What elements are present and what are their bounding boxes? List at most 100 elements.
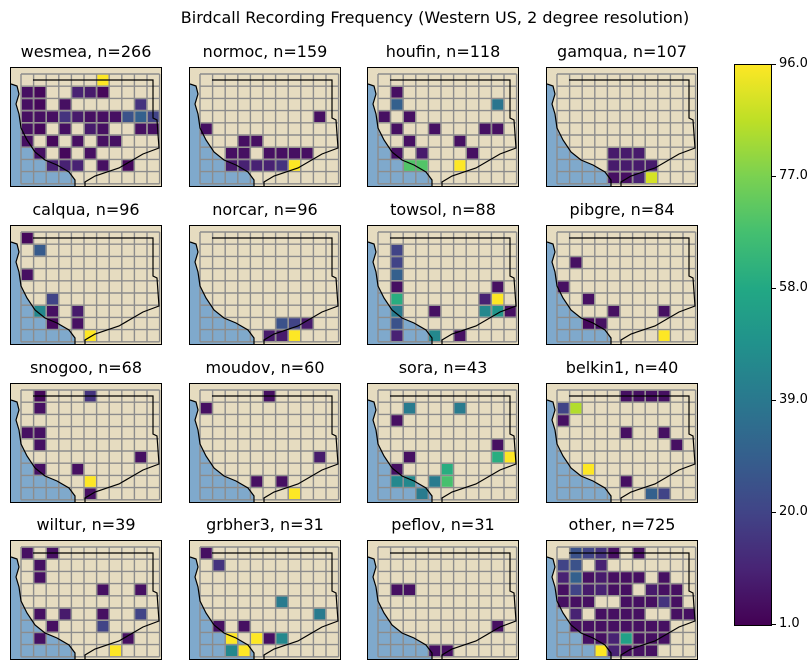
heatmap-cell [72,160,84,171]
colorbar-tick-label: 96.0 [779,56,808,71]
heatmap-cell [658,572,670,583]
coastline [547,83,612,186]
region-border [390,237,517,344]
region-border [33,552,160,659]
grid-lines [556,231,697,343]
heatmap-cell [570,596,582,608]
colorbar [734,64,772,626]
colorbar-tick-label: 1.0 [779,616,800,631]
heatmap-cell [620,608,632,620]
heatmap-cell [97,87,109,98]
heatmap-cell [429,476,441,487]
region-border [569,79,696,186]
heatmap-cell [289,488,300,499]
heatmap-cell [226,148,237,159]
land-area [368,541,518,659]
heatmap-cell [135,584,147,595]
heatmap-cell [34,633,46,644]
heatmap-cell [276,476,288,487]
heatmap-cell [59,99,71,110]
colorbar-tick-mark [771,400,776,401]
heatmap-cell [59,111,71,122]
land-area [190,384,340,502]
map-panel [546,540,698,660]
grid-lines [377,231,518,343]
map-panel [367,67,519,187]
region-border [212,79,339,186]
heatmap-cell [620,148,632,159]
heatmap-cell [238,148,250,159]
heatmap-cell [658,427,670,438]
heatmap-cell [671,608,683,620]
heatmap-cell [595,318,607,329]
heatmap-cell [97,584,109,595]
heatmap-cell [620,584,632,595]
heatmap-cell [34,403,46,414]
map-svg [368,226,518,344]
heatmap-cell [671,439,683,451]
heatmap-cell [314,608,326,620]
heatmap-cell [441,476,453,487]
heatmap-cell [608,584,620,595]
heatmap-cell [276,148,288,159]
coastline [11,556,76,659]
heatmap-cell [47,621,58,632]
heatmap-cell [276,160,288,171]
heatmap-cell [620,427,632,438]
heatmap-cell [135,99,147,110]
heatmap-cell [110,645,121,656]
heatmap-cell [391,584,403,595]
heatmap-cell [391,269,403,280]
heatmap-cell [34,560,46,571]
heatmap-cell [110,111,121,122]
heatmap-cell [620,596,632,608]
heatmap-cell [84,111,96,122]
heatmap-cell [492,439,504,451]
map-panel [10,67,162,187]
map-svg [547,226,697,344]
heatmap-cell [633,172,645,183]
heatmap-cell [47,111,58,122]
heatmap-cell [391,148,403,159]
heatmap-cell [213,621,225,632]
heatmap-cell [238,621,250,632]
coastline [368,241,433,344]
heatmap-cell [301,148,313,159]
heatmap-cell [200,123,212,135]
region-border [33,395,160,502]
heatmap-cell [608,148,620,159]
region-border [390,395,517,502]
heatmap-cell [595,633,607,644]
heatmap-cell [59,123,71,135]
heatmap-cell [404,160,415,171]
map-svg [368,68,518,186]
heatmap-cell [633,633,645,644]
map-panel [189,67,341,187]
heatmap-cell [84,148,96,159]
land-area [368,68,518,186]
heatmap-cell [504,306,516,317]
heatmap-cell [658,488,670,499]
heatmap-cell [416,160,428,171]
grid-lines [20,546,161,658]
heatmap-cell [683,608,695,620]
heatmap-cell [595,584,607,595]
region-border [569,237,696,344]
heatmap-cell [557,560,569,571]
heatmap-cell [97,621,109,632]
heatmap-cell [646,633,657,644]
heatmap-cell [416,488,428,499]
heatmap-cell [416,148,428,159]
heatmap-cell [147,123,159,135]
heatmap-cell [570,572,582,583]
heatmap-cell [226,645,237,656]
panel-title: moudov, n=60 [205,358,325,377]
heatmap-cell [135,123,147,135]
heatmap-cell [454,135,466,147]
heatmap-cell [557,415,569,426]
heatmap-cell [557,584,569,595]
heatmap-cell [570,608,582,620]
map-svg [11,226,161,344]
heatmap-cell [72,135,84,147]
heatmap-cell [467,148,478,159]
